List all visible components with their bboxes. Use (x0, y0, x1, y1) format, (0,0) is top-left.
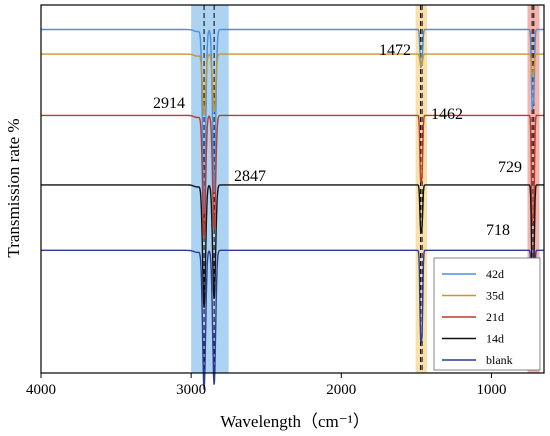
legend-label-42d: 42d (486, 267, 504, 281)
x-axis-ticks: 4000 3000 2000 1000 (26, 373, 506, 398)
legend-label-35d: 35d (486, 289, 504, 303)
legend-box (433, 257, 541, 371)
legend-label-blank: blank (486, 353, 513, 367)
y-axis-label: Transmission rate % (4, 118, 23, 257)
legend-label-21d: 21d (486, 310, 504, 324)
annotation-729: 729 (498, 159, 522, 176)
series-14d (41, 184, 544, 308)
legend-label-14d: 14d (486, 332, 504, 346)
series-blank (41, 249, 544, 390)
series-35d (41, 53, 544, 116)
x-tick-label-2000: 2000 (326, 382, 356, 398)
plot-frame (40, 4, 545, 374)
x-tick-label-1000: 1000 (476, 382, 506, 398)
annotation-1462: 1462 (431, 106, 463, 123)
annotation-2847: 2847 (234, 168, 266, 185)
highlight-band-1 (415, 5, 427, 373)
annotation-1472: 1472 (379, 42, 411, 59)
x-tick-label-3000: 3000 (176, 382, 206, 398)
x-axis-label: Wavelength（cm⁻¹） (220, 412, 370, 431)
annotation-718: 718 (486, 222, 510, 239)
annotation-2914: 2914 (153, 95, 185, 112)
spectra (41, 28, 544, 390)
legend: 42d 35d 21d 14d blank (433, 257, 541, 371)
peak-annotations: 2914 2847 1472 1462 729 718 (153, 42, 522, 239)
x-tick-label-4000: 4000 (26, 382, 56, 398)
series-42d (41, 28, 544, 214)
series-21d (41, 114, 544, 239)
